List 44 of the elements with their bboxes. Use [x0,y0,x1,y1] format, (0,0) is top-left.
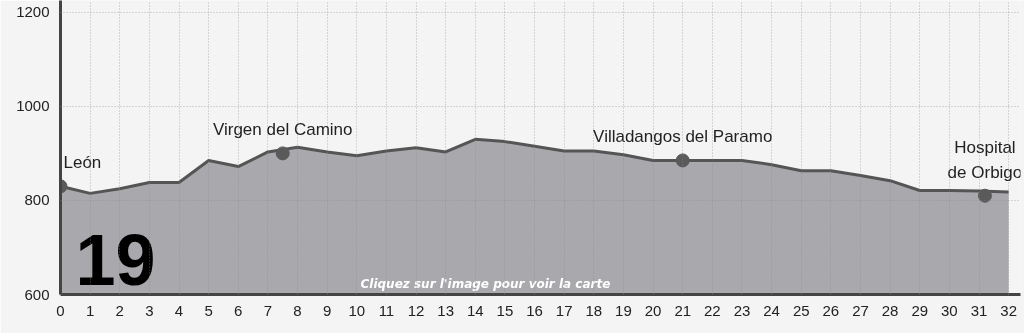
x-tick-label: 16 [526,301,543,319]
x-tick-label: 17 [555,301,573,319]
x-tick-label: 12 [407,301,425,319]
x-tick-label: 24 [763,301,780,319]
y-tick-label: 1000 [16,97,50,115]
x-tick-label: 11 [378,301,395,319]
x-tick-label: 14 [466,301,484,319]
x-tick-label: 2 [115,301,124,319]
x-tick-label: 32 [1000,301,1017,319]
y-tick-label: 600 [24,285,50,303]
x-tick-label: 30 [941,301,958,319]
x-tick-label: 4 [174,301,184,319]
x-tick-label: 15 [496,301,514,319]
x-tick-label: 0 [56,301,65,319]
x-tick-label: 23 [733,301,751,319]
x-tick-label: 18 [585,301,603,319]
point [675,153,690,168]
x-tick-label: 13 [437,301,455,319]
x-tick-label: 1 [85,301,95,319]
x-tick-label: 6 [234,301,243,319]
x-tick-label: 29 [911,301,929,319]
x-tick-label: 21 [674,301,692,319]
x-tick-label: 10 [348,301,366,319]
point [275,146,290,161]
annotation: Cliquez sur l'image pour voir la carte [360,276,611,291]
x-tick-label: 9 [323,301,332,319]
point [977,188,992,203]
x-tick-label: 31 [970,301,988,319]
x-tick-label: 28 [881,301,899,319]
y-tick-label: 1200 [16,3,50,21]
x-tick-label: 20 [644,301,662,319]
x-tick-label: 8 [293,301,302,319]
x-tick-label: 19 [615,301,632,319]
x-tick-label: 7 [263,301,273,319]
annotation: Virgen del Camino [212,120,353,140]
x-tick-label: 25 [792,301,810,319]
x-tick-label: 22 [704,301,721,319]
x-tick-label: 5 [204,301,213,319]
x-tick-label: 26 [822,301,840,319]
annotation: Villadangos del Paramo [593,127,773,147]
y-tick-label: 800 [24,191,50,209]
x-tick-label: 3 [145,301,154,319]
annotation: León [63,153,102,173]
x-tick-label: 27 [852,301,869,319]
